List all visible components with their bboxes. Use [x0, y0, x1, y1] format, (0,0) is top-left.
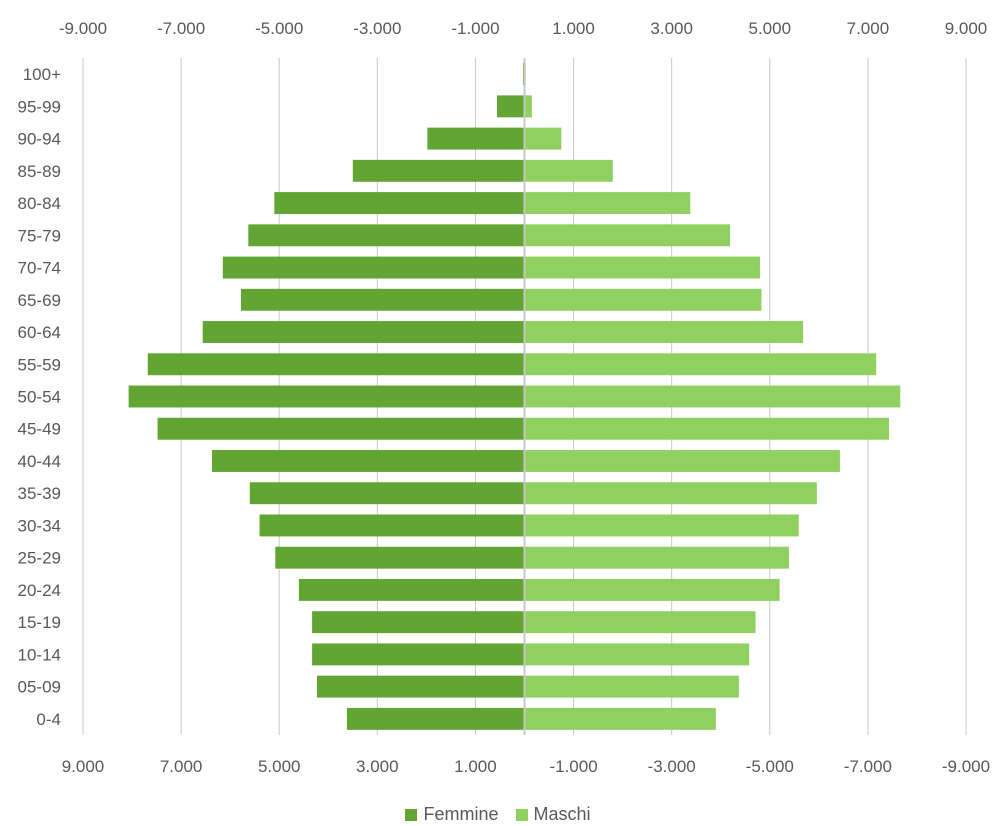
bar-maschi-35-39 [524, 482, 817, 505]
bar-femmine-50-54 [128, 385, 525, 408]
bar-maschi-70-74 [524, 256, 760, 279]
bar-femmine-30-34 [259, 514, 525, 537]
bar-maschi-40-44 [524, 450, 840, 472]
bar-maschi-05-09 [524, 675, 739, 698]
y-tick-label: 15-19 [18, 613, 61, 632]
y-tick-label: 60-64 [18, 323, 61, 342]
bar-femmine-20-24 [298, 578, 525, 601]
x-tick-bottom: 1.000 [454, 757, 497, 776]
y-tick-label: 85-89 [18, 162, 61, 181]
y-tick-label: 45-49 [18, 420, 61, 439]
x-tick-bottom: -7.000 [844, 757, 892, 776]
bars [128, 63, 901, 730]
x-tick-top: 3.000 [650, 19, 693, 38]
bar-femmine-45-49 [157, 417, 525, 440]
bar-femmine-65-69 [240, 288, 525, 311]
y-tick-label: 95-99 [18, 97, 61, 116]
bar-maschi-75-79 [524, 224, 731, 247]
legend-item-femmine: Femmine [405, 804, 498, 825]
x-tick-top: 5.000 [749, 19, 792, 38]
bar-maschi-80-84 [524, 192, 691, 215]
bar-femmine-75-79 [248, 224, 525, 247]
x-tick-bottom: -1.000 [549, 757, 597, 776]
bar-maschi-90-94 [524, 127, 562, 150]
y-tick-label: 75-79 [18, 226, 61, 245]
x-tick-top: -3.000 [353, 19, 401, 38]
x-tick-bottom: -9.000 [942, 757, 990, 776]
y-tick-label: 10-14 [18, 645, 61, 664]
bar-femmine-10-14 [312, 643, 525, 666]
bar-femmine-60-64 [202, 321, 525, 343]
bar-femmine-25-29 [275, 546, 525, 569]
y-axis-category-ticks: 100+ 95-99 90-94 85-89 80-84 75-79 70-74 65-69 6… [18, 65, 62, 729]
bar-femmine-05-09 [316, 675, 525, 698]
population-pyramid-chart: -9.000 -7.000 -5.000 -3.000 -1.000 1.000 3.000… [18, 19, 991, 776]
x-axis-bottom-ticks: 9.000 7.000 5.000 3.000 1.000 -1.000 -3.000 -5.… [62, 757, 990, 776]
x-tick-top: 7.000 [847, 19, 890, 38]
x-tick-bottom: 7.000 [160, 757, 203, 776]
bar-maschi-20-24 [524, 578, 780, 601]
y-tick-label: 55-59 [18, 355, 61, 374]
bar-femmine-85-89 [352, 159, 525, 182]
legend-swatch-femmine [405, 808, 418, 821]
bar-femmine-95-99 [497, 95, 525, 118]
y-tick-label: 65-69 [18, 291, 61, 310]
legend-label-femmine: Femmine [423, 804, 499, 824]
bar-maschi-15-19 [524, 611, 756, 634]
x-tick-top: -9.000 [59, 19, 107, 38]
bar-maschi-60-64 [524, 321, 804, 343]
bar-maschi-25-29 [524, 546, 789, 569]
y-tick-label: 100+ [23, 65, 61, 84]
x-tick-top: -1.000 [451, 19, 499, 38]
y-tick-label: 50-54 [18, 388, 61, 407]
bar-femmine-15-19 [312, 611, 525, 634]
y-tick-label: 90-94 [18, 130, 61, 149]
bar-maschi-0-4 [524, 707, 716, 730]
bar-femmine-80-84 [274, 192, 525, 215]
y-tick-label: 30-34 [18, 516, 61, 535]
bar-maschi-30-34 [524, 514, 799, 537]
y-tick-label: 80-84 [18, 194, 61, 213]
bar-femmine-90-94 [427, 127, 525, 150]
y-tick-label: 40-44 [18, 452, 61, 471]
bar-maschi-50-54 [524, 385, 901, 408]
x-tick-top: 1.000 [552, 19, 595, 38]
bar-femmine-40-44 [212, 450, 525, 472]
legend: Femmine Maschi [0, 804, 996, 826]
bar-maschi-45-49 [524, 417, 889, 440]
legend-item-maschi: Maschi [515, 804, 591, 825]
y-tick-label: 20-24 [18, 581, 61, 600]
bar-maschi-65-69 [524, 288, 762, 311]
legend-swatch-maschi [515, 808, 528, 821]
x-tick-bottom: -5.000 [746, 757, 794, 776]
bar-femmine-0-4 [346, 707, 525, 730]
bar-femmine-70-74 [222, 256, 525, 279]
x-tick-top: -5.000 [255, 19, 303, 38]
x-tick-top: -7.000 [157, 19, 205, 38]
y-tick-label: 35-39 [18, 484, 61, 503]
bar-femmine-55-59 [147, 353, 525, 376]
y-tick-label: 0-4 [36, 710, 61, 729]
bar-femmine-35-39 [249, 482, 525, 505]
x-tick-bottom: -3.000 [648, 757, 696, 776]
bar-maschi-55-59 [524, 353, 877, 376]
x-tick-bottom: 3.000 [356, 757, 399, 776]
bar-maschi-85-89 [524, 159, 613, 182]
legend-label-maschi: Maschi [533, 804, 591, 824]
y-tick-label: 70-74 [18, 259, 61, 278]
x-axis-top-ticks: -9.000 -7.000 -5.000 -3.000 -1.000 1.000 3.000… [59, 19, 987, 38]
y-tick-label: 25-29 [18, 549, 61, 568]
bar-maschi-10-14 [524, 643, 750, 666]
x-tick-top: 9.000 [945, 19, 988, 38]
y-tick-label: 05-09 [18, 678, 61, 697]
bar-maschi-95-99 [524, 95, 532, 118]
x-tick-bottom: 5.000 [258, 757, 301, 776]
x-tick-bottom: 9.000 [62, 757, 105, 776]
